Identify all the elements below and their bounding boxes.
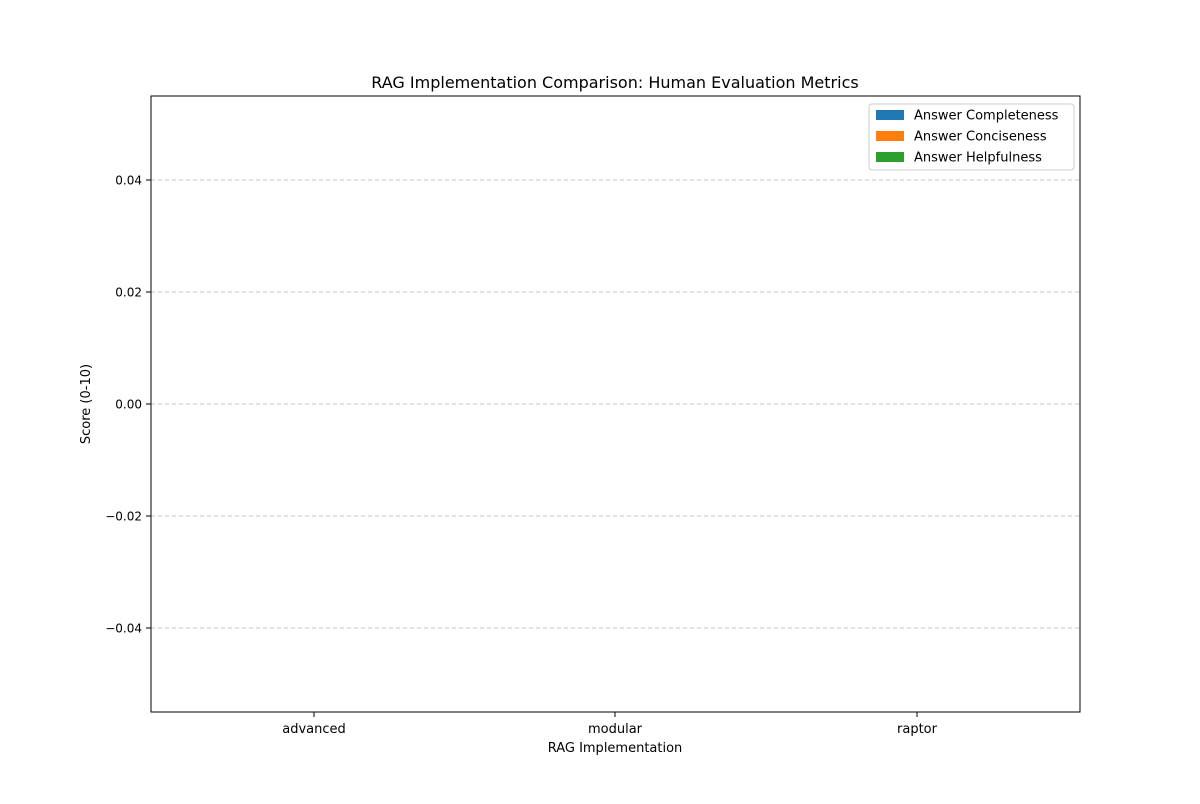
y-axis: −0.04 −0.02 0.00 0.02 0.04 <box>105 174 151 636</box>
legend-label: Answer Conciseness <box>914 130 1047 145</box>
chart-title: RAG Implementation Comparison: Human Eva… <box>371 73 858 92</box>
legend-swatch <box>876 152 904 162</box>
y-tick-label: −0.02 <box>105 510 142 524</box>
legend: Answer Completeness Answer Conciseness Ans… <box>868 103 1075 171</box>
grid-lines <box>151 179 1080 629</box>
x-tick-label: modular <box>588 722 643 737</box>
x-tick-label: raptor <box>897 722 938 737</box>
y-tick-label: −0.04 <box>105 622 142 636</box>
y-tick-label: 0.00 <box>115 398 142 412</box>
x-tick-label: advanced <box>282 722 346 737</box>
y-tick-label: 0.04 <box>115 174 142 188</box>
legend-label: Answer Completeness <box>914 109 1059 124</box>
legend-label: Answer Helpfulness <box>914 151 1042 166</box>
x-axis: advanced modular raptor <box>282 712 938 737</box>
legend-swatch <box>876 110 904 120</box>
y-axis-label: Score (0-10) <box>79 364 94 444</box>
x-axis-label: RAG Implementation <box>548 741 683 756</box>
y-tick-label: 0.02 <box>115 286 142 300</box>
legend-swatch <box>876 131 904 141</box>
legend-box <box>868 103 1075 171</box>
